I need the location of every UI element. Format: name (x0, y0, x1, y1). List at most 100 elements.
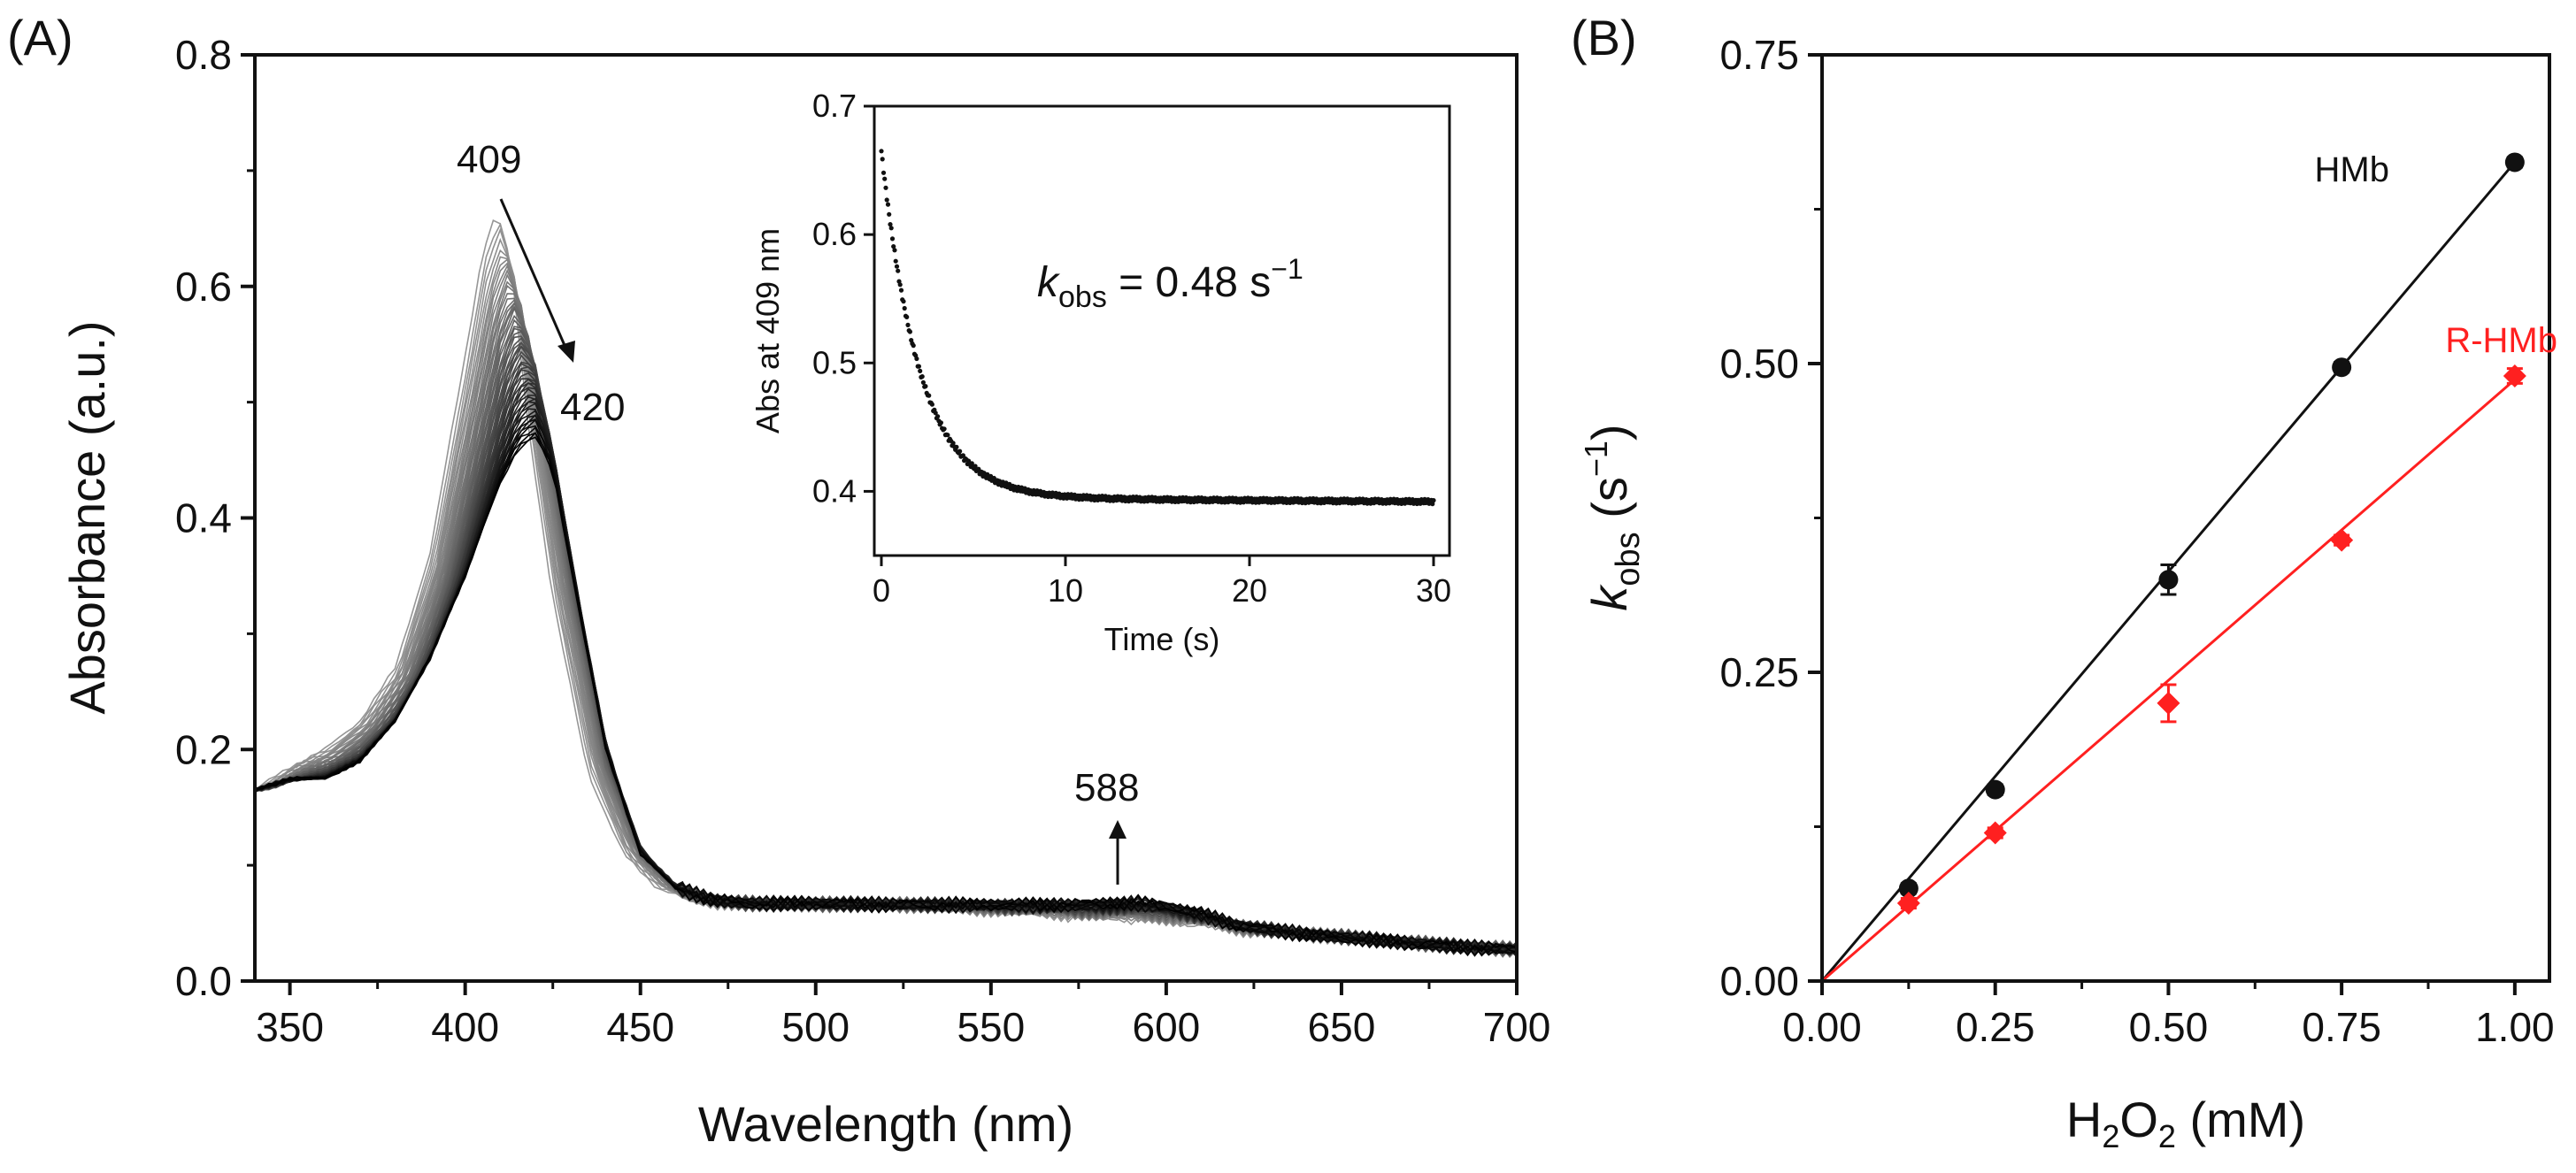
x-tick-label: 350 (256, 1004, 324, 1050)
panel-label-a: (A) (7, 10, 73, 65)
inset-data-point (883, 185, 888, 190)
inset-y-tick-label: 0.6 (812, 216, 857, 252)
inset-data-point (935, 414, 941, 419)
fit-line (1821, 379, 2516, 983)
inset-ticks: 0 10 20 30 0.4 0.5 0.6 0.7 (812, 88, 1451, 609)
inset-x-tick-label: 30 (1416, 572, 1451, 609)
x-tick-label: 0.25 (1956, 1004, 2035, 1050)
spectrum-line (254, 381, 1518, 957)
x-tick-label: 550 (957, 1004, 1025, 1050)
inset-xlabel: Time (s) (1104, 621, 1220, 657)
inset-data-point (1115, 494, 1120, 499)
data-point (2504, 152, 2525, 172)
inset-data-point (973, 464, 978, 469)
inset-data-point (920, 380, 926, 385)
x-tick-label: 600 (1133, 1004, 1201, 1050)
y-tick-label: 0.25 (1719, 649, 1799, 695)
spectra-series-group (254, 218, 1518, 958)
inset-data-point (884, 197, 889, 203)
data-point (2332, 357, 2352, 378)
spectrum-line (254, 345, 1518, 957)
inset-data-point (923, 384, 928, 389)
inset-data-point (882, 176, 888, 181)
inset-data-point (929, 402, 934, 407)
chart-b-frame (1820, 53, 2551, 983)
y-tick-label: 0.75 (1719, 32, 1799, 78)
x-tick-label: 450 (606, 1004, 674, 1050)
inset-data-point (919, 374, 925, 380)
x-tick-label: 700 (1483, 1004, 1551, 1050)
spectrum-line (254, 305, 1518, 957)
inset-data-point (938, 420, 943, 426)
inset-data-point (880, 170, 887, 175)
panel-label-b: (B) (1571, 10, 1637, 65)
peak-shift-arrow (499, 198, 568, 350)
spectrum-line (254, 369, 1518, 956)
y-tick-label: 0.0 (175, 958, 232, 1004)
inset-y-tick-label: 0.4 (812, 472, 857, 509)
x-tick-label: 0.50 (2129, 1004, 2209, 1050)
inset-x-tick-label: 20 (1232, 572, 1267, 609)
inset-x-tick-label: 0 (873, 572, 890, 609)
inset-data-point (957, 448, 963, 454)
y-tick-label: 0.2 (175, 726, 232, 772)
spectrum-line (254, 337, 1518, 953)
inset-data-point (896, 268, 901, 273)
inset-data-point (888, 222, 893, 227)
inset-data-point (891, 244, 896, 249)
inset-data-point (911, 343, 916, 349)
spectrum-line (254, 413, 1518, 957)
inset-data-point (1430, 502, 1435, 507)
spectrum-line (255, 350, 1518, 954)
spectrum-line (254, 431, 1518, 957)
data-point (2157, 691, 2180, 715)
data-point (1985, 779, 2005, 800)
spectrum-line (254, 401, 1518, 956)
inset-data-point (942, 426, 947, 432)
data-point (1983, 821, 2007, 845)
inset-data-point (905, 322, 911, 327)
data-point (1898, 878, 1919, 899)
spectrum-line (254, 378, 1518, 954)
spectrum-line (254, 335, 1518, 954)
peak-shift-arrowhead (557, 341, 575, 363)
spectrum-line (254, 378, 1518, 954)
spectrum-line (254, 363, 1518, 955)
x-tick-label: 1.00 (2475, 1004, 2555, 1050)
spectrum-line (254, 314, 1518, 954)
spectrum-line (254, 302, 1518, 958)
inset-data-point (897, 282, 903, 288)
chart-a-ylabel: Absorbance (a.u.) (59, 320, 115, 714)
spectrum-line (254, 341, 1518, 955)
inset-data-point (918, 368, 923, 373)
spectrum-line (254, 397, 1518, 955)
spectrum-line (254, 302, 1518, 958)
chart-b: 0.00 0.25 0.50 0.75 1.00 0.00 0.25 0.50 0.75 H2O… (1578, 32, 2557, 1154)
chart-a: 350 400 450 500 550 600 650 7000.00.20.40.60.8 … (59, 32, 1550, 1152)
data-point (1896, 892, 1920, 916)
data-point (2503, 364, 2526, 387)
inset-y-tick-label: 0.5 (812, 344, 857, 380)
spectrum-line (254, 361, 1518, 954)
annotation-588: 588 (1074, 766, 1139, 809)
inset-y-tick-label: 0.7 (812, 88, 857, 124)
inset-data-point (954, 444, 959, 449)
y-tick-label: 0.6 (175, 264, 232, 310)
inset-x-tick-label: 10 (1048, 572, 1083, 609)
x-tick-label: 0.00 (1782, 1004, 1862, 1050)
inset-data-point (916, 364, 921, 369)
x-tick-label: 400 (431, 1004, 499, 1050)
inset-data-point (945, 433, 950, 438)
inset-frame (873, 104, 1451, 557)
chart-a-xlabel: Wavelength (nm) (698, 1096, 1073, 1152)
x-tick-label: 500 (781, 1004, 850, 1050)
spectrum-line (254, 395, 1518, 954)
spectrum-line (254, 326, 1518, 957)
spectrum-line (254, 395, 1518, 955)
y-tick-label: 0.00 (1719, 958, 1799, 1004)
spectrum-line (254, 402, 1518, 955)
inset-ylabel: Abs at 409 nm (750, 228, 786, 433)
inset-data-point (888, 226, 894, 231)
inset-data-point (885, 202, 891, 207)
spectrum-line (254, 436, 1518, 957)
